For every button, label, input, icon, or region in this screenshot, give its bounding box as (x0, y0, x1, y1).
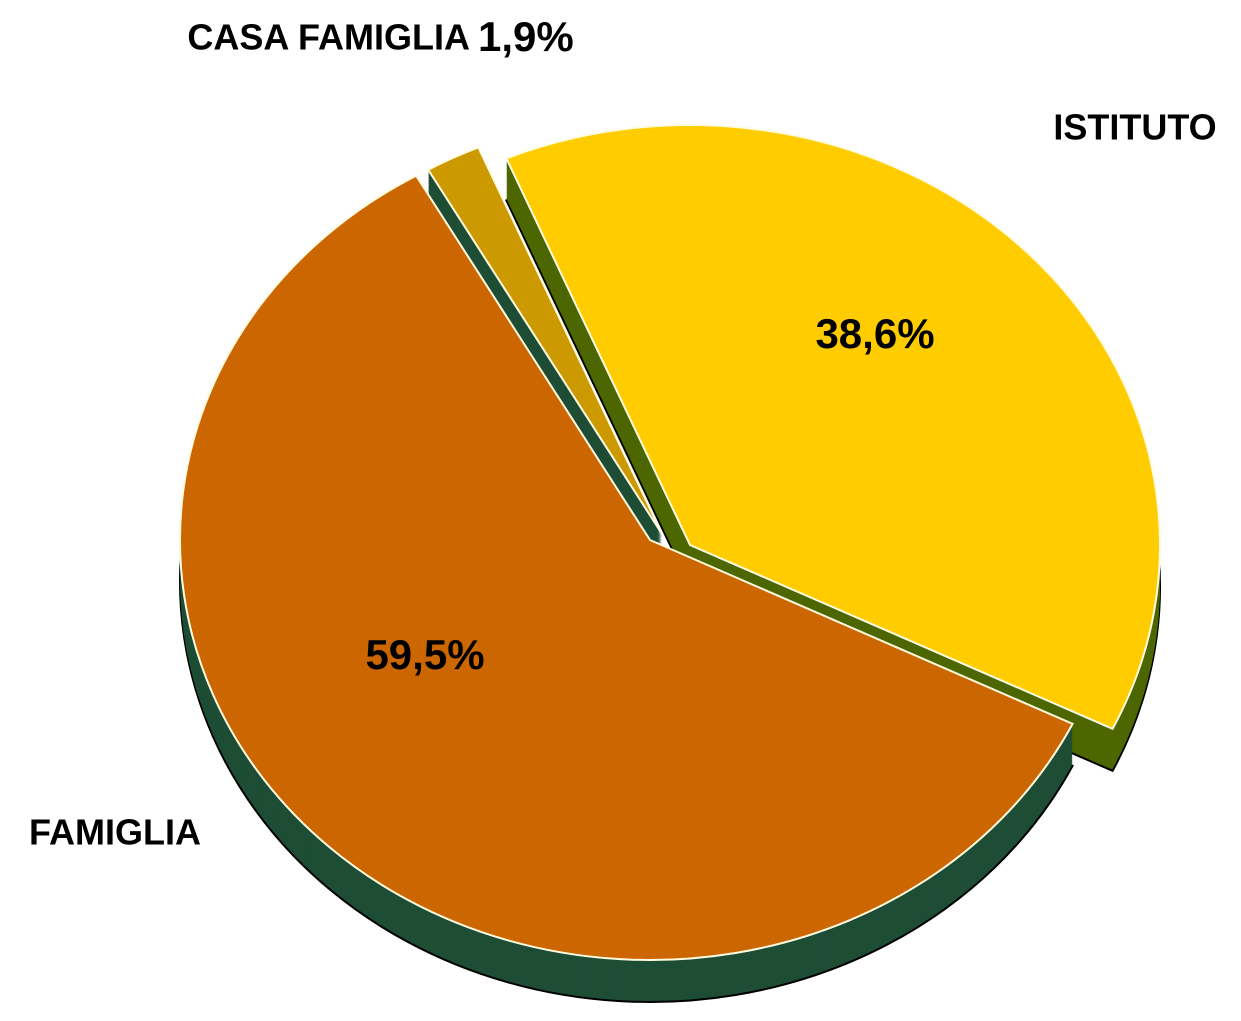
value-label: 1,9% (478, 13, 574, 60)
slice-name: CASA FAMIGLIA (187, 17, 470, 58)
value-label: 59,5% (365, 631, 484, 678)
pie-slice (426, 146, 663, 535)
slice-name: ISTITUTO (1053, 107, 1216, 148)
pie-slice (504, 124, 1162, 731)
pie-slice (179, 174, 1074, 961)
value-label: 38,6% (815, 310, 934, 357)
slice-name: FAMIGLIA (29, 812, 201, 853)
